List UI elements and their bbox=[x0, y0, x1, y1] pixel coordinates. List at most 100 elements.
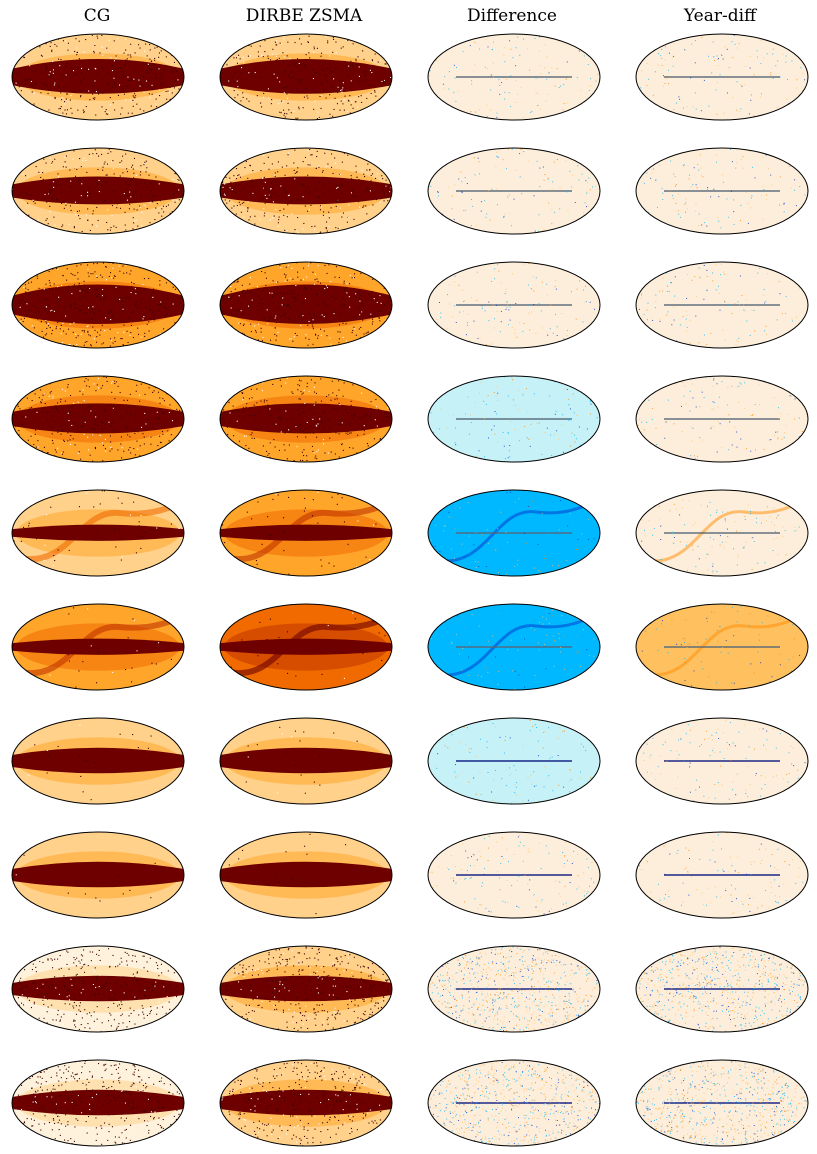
map-outline bbox=[427, 945, 601, 1033]
map-outline bbox=[427, 489, 601, 577]
map-outline bbox=[219, 603, 393, 691]
map-outline bbox=[219, 33, 393, 121]
ecliptic-band bbox=[19, 500, 182, 563]
ecliptic-residual bbox=[435, 612, 597, 677]
plane-residual bbox=[664, 988, 780, 990]
plane-residual bbox=[456, 646, 572, 648]
galactic-plane bbox=[12, 638, 184, 655]
galactic-plane bbox=[12, 1089, 184, 1116]
sky-map-row-4-cg bbox=[11, 375, 185, 463]
map-outline bbox=[635, 1059, 809, 1147]
sky-map-row-10-dirbe-zsma bbox=[219, 1059, 393, 1147]
galactic-plane bbox=[220, 747, 392, 774]
galactic-plane bbox=[220, 403, 392, 434]
galactic-plane bbox=[220, 1089, 392, 1116]
sky-map-row-7-dirbe-zsma bbox=[219, 717, 393, 805]
plane-residual bbox=[664, 304, 780, 306]
sky-map-row-5-dirbe-zsma bbox=[219, 489, 393, 577]
sky-map-row-8-year-diff bbox=[635, 831, 809, 919]
map-outline bbox=[427, 831, 601, 919]
sky-map-row-10-cg bbox=[11, 1059, 185, 1147]
galactic-plane bbox=[220, 638, 392, 655]
sky-map-row-6-dirbe-zsma bbox=[219, 603, 393, 691]
sky-map-row-3-cg bbox=[11, 261, 185, 349]
sky-map-row-4-difference bbox=[427, 375, 601, 463]
plane-residual bbox=[664, 1102, 780, 1104]
map-outline bbox=[219, 147, 393, 235]
plane-residual bbox=[456, 190, 572, 192]
sky-map-row-3-year-diff bbox=[635, 261, 809, 349]
plane-residual bbox=[456, 1102, 572, 1104]
plane-residual bbox=[456, 304, 572, 306]
sky-map-row-2-year-diff bbox=[635, 147, 809, 235]
galactic-plane bbox=[220, 524, 392, 541]
plane-residual bbox=[664, 532, 780, 534]
galactic-plane bbox=[12, 747, 184, 774]
sky-map-row-2-dirbe-zsma bbox=[219, 147, 393, 235]
plane-residual bbox=[456, 76, 572, 78]
sky-map-row-1-cg bbox=[11, 33, 185, 121]
map-outline bbox=[11, 375, 185, 463]
plane-residual bbox=[456, 532, 572, 534]
map-outline bbox=[635, 261, 809, 349]
map-outline bbox=[427, 33, 601, 121]
sky-map-row-9-year-diff bbox=[635, 945, 809, 1033]
plane-residual bbox=[664, 874, 780, 876]
map-outline bbox=[427, 147, 601, 235]
ecliptic-residual bbox=[643, 612, 805, 677]
column-title-dirbe-zsma: DIRBE ZSMA bbox=[245, 6, 363, 26]
map-outline bbox=[219, 717, 393, 805]
map-outline bbox=[635, 489, 809, 577]
map-outline bbox=[219, 261, 393, 349]
sky-map-row-3-difference bbox=[427, 261, 601, 349]
map-outline bbox=[11, 945, 185, 1033]
sky-map-row-5-cg bbox=[11, 489, 185, 577]
map-outline bbox=[635, 375, 809, 463]
sky-map-row-4-year-diff bbox=[635, 375, 809, 463]
sky-map-row-4-dirbe-zsma bbox=[219, 375, 393, 463]
galactic-plane bbox=[12, 403, 184, 434]
sky-map-row-5-year-diff bbox=[635, 489, 809, 577]
map-outline bbox=[219, 945, 393, 1033]
ecliptic-band bbox=[227, 500, 390, 563]
map-outline bbox=[427, 717, 601, 805]
plane-residual bbox=[456, 988, 572, 990]
sky-map-row-9-cg bbox=[11, 945, 185, 1033]
sky-map-row-10-difference bbox=[427, 1059, 601, 1147]
map-outline bbox=[635, 603, 809, 691]
sky-map-row-7-difference bbox=[427, 717, 601, 805]
map-outline bbox=[635, 717, 809, 805]
sky-map-row-7-cg bbox=[11, 717, 185, 805]
galactic-plane bbox=[12, 176, 184, 205]
map-outline bbox=[11, 147, 185, 235]
sky-map-row-8-dirbe-zsma bbox=[219, 831, 393, 919]
map-outline bbox=[11, 717, 185, 805]
sky-map-row-5-difference bbox=[427, 489, 601, 577]
sky-map-row-6-year-diff bbox=[635, 603, 809, 691]
map-outline bbox=[219, 489, 393, 577]
map-outline bbox=[427, 261, 601, 349]
map-outline bbox=[219, 831, 393, 919]
sky-map-row-8-cg bbox=[11, 831, 185, 919]
map-outline bbox=[635, 147, 809, 235]
plane-residual bbox=[456, 760, 572, 762]
sky-map-row-1-difference bbox=[427, 33, 601, 121]
column-title-cg: CG bbox=[83, 6, 111, 26]
map-outline bbox=[11, 489, 185, 577]
plane-residual bbox=[664, 190, 780, 192]
galactic-plane bbox=[220, 861, 392, 888]
column-title-year-diff: Year-diff bbox=[683, 6, 757, 26]
map-outline bbox=[11, 831, 185, 919]
sky-map-row-2-difference bbox=[427, 147, 601, 235]
sky-map-row-2-cg bbox=[11, 147, 185, 235]
map-outline bbox=[635, 831, 809, 919]
ecliptic-residual bbox=[643, 498, 805, 563]
plane-residual bbox=[456, 418, 572, 420]
map-outline bbox=[427, 375, 601, 463]
sky-map-row-9-dirbe-zsma bbox=[219, 945, 393, 1033]
sky-map-row-7-year-diff bbox=[635, 717, 809, 805]
sky-map-row-6-difference bbox=[427, 603, 601, 691]
plane-residual bbox=[664, 76, 780, 78]
ecliptic-residual bbox=[435, 498, 597, 563]
